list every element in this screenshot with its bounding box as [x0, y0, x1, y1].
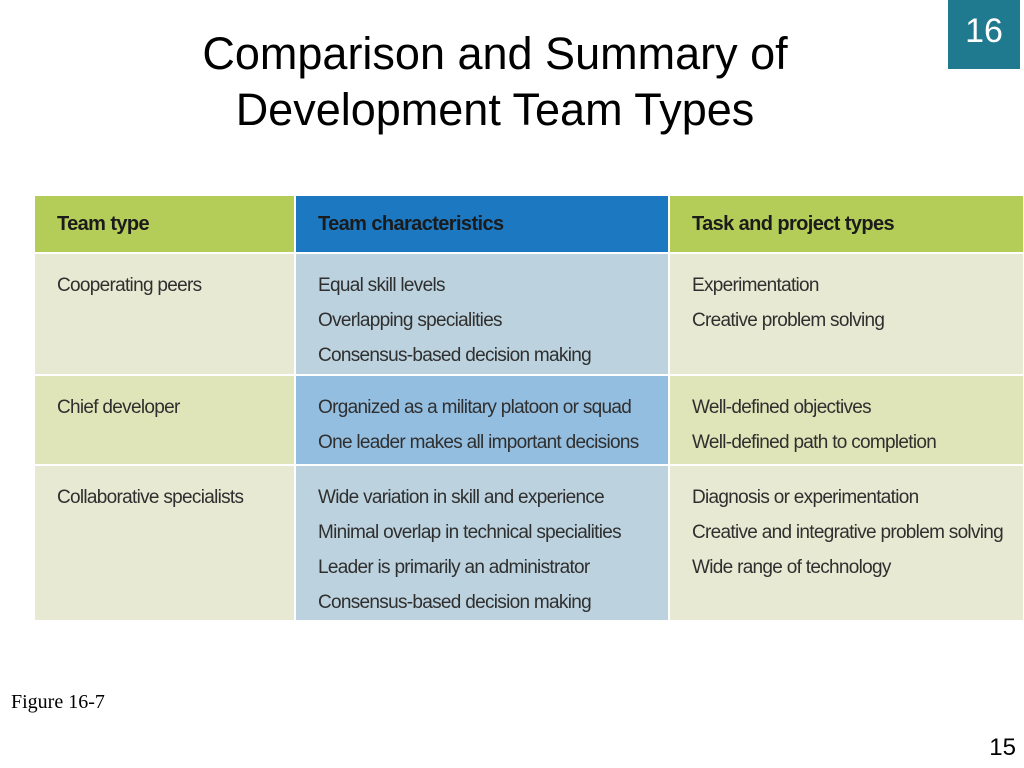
characteristics-cell: Wide variation in skill and experience M…: [295, 465, 670, 622]
table-row: Chief developer Organized as a military …: [35, 375, 1024, 466]
characteristic-item: Consensus-based decision making: [318, 345, 592, 366]
team-type-label: Collaborative specialists: [57, 487, 244, 508]
characteristic-item: Equal skill levels: [318, 275, 445, 296]
task-type-item: Well-defined path to completion: [692, 432, 937, 453]
characteristics-cell: Organized as a military platoon or squad…: [295, 375, 670, 466]
header-task-project-types: Task and project types: [669, 196, 1024, 254]
task-type-item: Well-defined objectives: [692, 397, 872, 418]
figure-caption: Figure 16-7: [11, 691, 105, 713]
characteristic-item: Minimal overlap in technical specialitie…: [318, 522, 622, 543]
task-types-cell: Experimentation Creative problem solving: [669, 253, 1024, 376]
team-type-cell: Cooperating peers: [35, 253, 296, 376]
team-type-label: Cooperating peers: [57, 275, 202, 296]
slide-title-line-2: Development Team Types: [235, 84, 755, 135]
table-row: Cooperating peers Equal skill levels Ove…: [35, 253, 1024, 376]
task-type-item: Wide range of technology: [692, 557, 891, 578]
team-type-label: Chief developer: [57, 397, 180, 418]
characteristics-cell: Equal skill levels Overlapping specialit…: [295, 253, 670, 376]
characteristic-item: Consensus-based decision making: [318, 592, 592, 613]
slide-title-line-1: Comparison and Summary of: [202, 28, 788, 79]
task-type-item: Experimentation: [692, 275, 819, 296]
header-team-type: Team type: [35, 196, 296, 254]
task-types-cell: Well-defined objectives Well-defined pat…: [669, 375, 1024, 466]
table-row: Collaborative specialists Wide variation…: [35, 465, 1024, 622]
header-team-characteristics: Team characteristics: [295, 196, 670, 254]
characteristic-item: Wide variation in skill and experience: [318, 487, 605, 508]
characteristic-item: Overlapping specialities: [318, 310, 503, 331]
team-type-cell: Chief developer: [35, 375, 296, 466]
task-type-item: Creative and integrative problem solving: [692, 522, 1004, 543]
task-type-item: Diagnosis or experimentation: [692, 487, 919, 508]
slide-title: Comparison and Summary of Development Te…: [90, 26, 900, 138]
task-type-item: Creative problem solving: [692, 310, 885, 331]
chapter-badge: 16: [948, 0, 1020, 69]
team-types-table: Team type Team characteristics Task and …: [35, 196, 1024, 622]
characteristic-item: One leader makes all important decisions: [318, 432, 639, 453]
characteristic-item: Leader is primarily an administrator: [318, 557, 590, 578]
team-type-cell: Collaborative specialists: [35, 465, 296, 622]
page-number: 15: [989, 734, 1016, 761]
characteristic-item: Organized as a military platoon or squad: [318, 397, 632, 418]
table-header-row: Team type Team characteristics Task and …: [35, 196, 1024, 254]
task-types-cell: Diagnosis or experimentation Creative an…: [669, 465, 1024, 622]
